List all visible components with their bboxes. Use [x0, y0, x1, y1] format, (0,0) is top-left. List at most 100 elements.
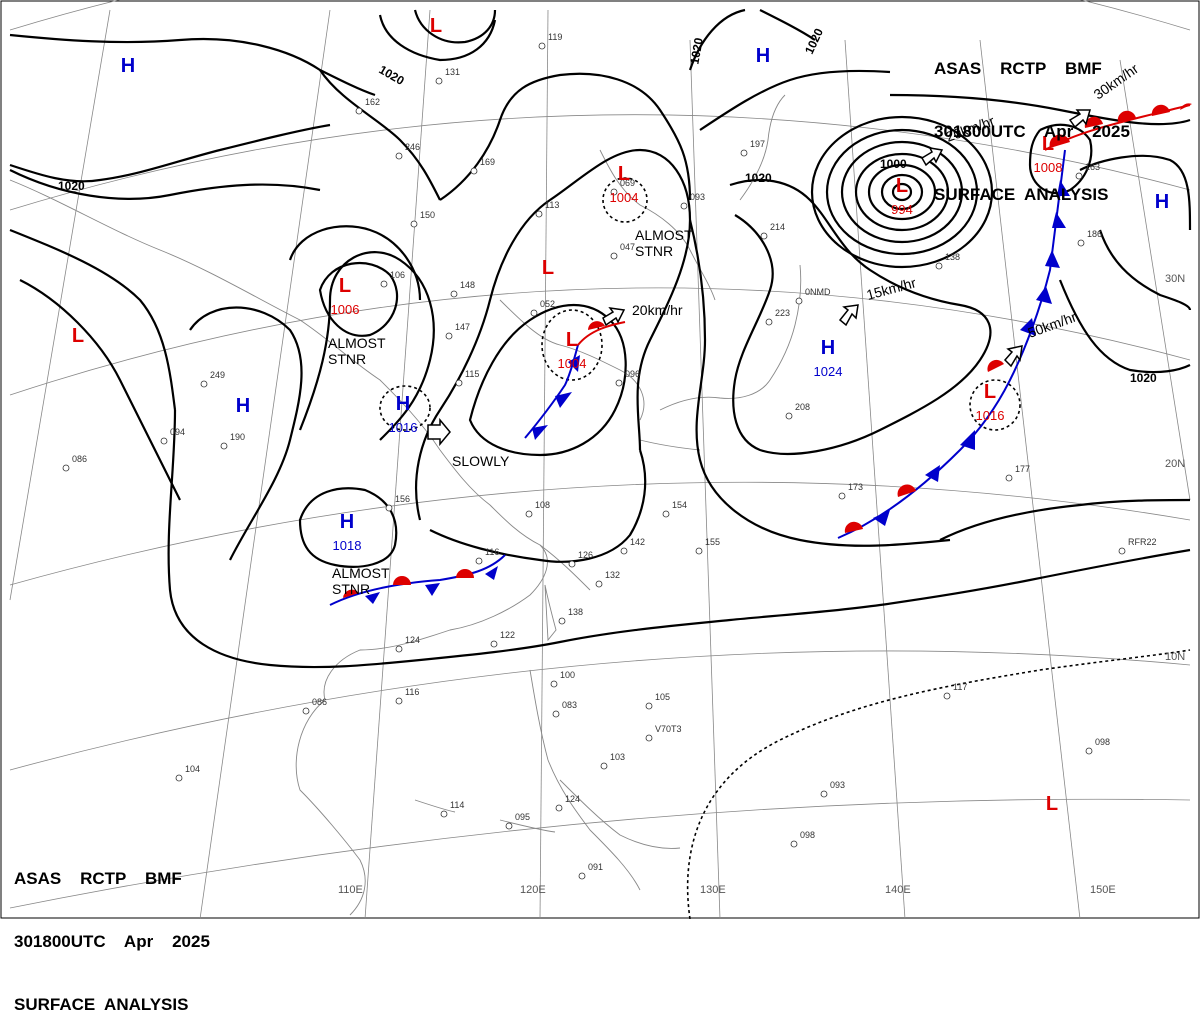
station-value: 113: [545, 200, 559, 210]
motion-label: ALMOST STNR: [332, 565, 390, 597]
motion-label: ALMOST STNR: [635, 227, 693, 259]
station-marker-icon: [595, 580, 603, 588]
front-symbols: [343, 103, 1192, 604]
motion-label: 20km/hr: [632, 302, 683, 318]
station-value: 096: [625, 369, 640, 379]
station-marker-icon: [220, 442, 228, 450]
arrow-icon: [602, 307, 626, 327]
center-pressure-value: 1024: [814, 364, 843, 379]
station-value: 131: [445, 67, 460, 77]
low-pressure-center: L: [1046, 793, 1058, 815]
station-marker-icon: [470, 167, 478, 175]
agency-line: ASAS RCTP BMF: [14, 869, 182, 888]
station-marker-icon: [820, 790, 828, 798]
station-value: 177: [1015, 464, 1030, 474]
station-value: 093: [690, 192, 705, 202]
station-value: 103: [610, 752, 625, 762]
station-marker-icon: [695, 547, 703, 555]
station-value: 197: [750, 139, 765, 149]
isobar-label: 1020: [1130, 371, 1157, 385]
station-value: 124: [405, 635, 420, 645]
stationary-front-south-china: [329, 554, 506, 606]
station-marker-icon: [790, 840, 798, 848]
surface-weather-map: 119 131 162 246 169 150 106 148 147 249 190 086 094 1…: [0, 0, 1200, 919]
station-marker-icon: [385, 504, 393, 512]
center-pressure-value: 994: [891, 202, 913, 217]
lon-label: 150E: [1090, 884, 1116, 896]
station-marker-icon: [455, 379, 463, 387]
station-plots: 119 131 162 246 169 150 106 148 147 249 190 086 094 1…: [62, 32, 1157, 880]
station-marker-icon: [838, 492, 846, 500]
center-pressure-value: 1006: [331, 302, 360, 317]
center-pressure-value: 1016: [976, 408, 1005, 423]
station-value: 083: [562, 700, 577, 710]
station-marker-icon: [445, 332, 453, 340]
high-pressure-center: H: [396, 393, 410, 415]
arrow-icon: [920, 147, 944, 167]
station-value: 126: [578, 550, 593, 560]
low-pressure-center: L: [1042, 133, 1054, 155]
pressure-centers: H H H H 1016 H 1018 H 1024 H L L 1006 L L 1004 L L 1004 L 99…: [72, 15, 1169, 815]
station-marker-icon: [552, 710, 560, 718]
station-marker-icon: [410, 220, 418, 228]
fronts: [329, 104, 1191, 606]
station-marker-icon: [530, 309, 538, 317]
isobar-label: 1020: [802, 26, 826, 56]
arrow-icon: [427, 417, 451, 447]
station-value: 117: [953, 682, 967, 692]
dashed-isobars: [379, 177, 1191, 919]
station-marker-icon: [740, 149, 748, 157]
station-value: 208: [795, 402, 810, 412]
station-value: 223: [775, 308, 790, 318]
station-marker-icon: [568, 560, 576, 568]
station-marker-icon: [505, 822, 513, 830]
isobars: [9, 8, 1192, 669]
station-marker-icon: [765, 318, 773, 326]
low-pressure-center: L: [896, 175, 908, 197]
station-marker-icon: [600, 762, 608, 770]
station-value: 115: [465, 369, 479, 379]
center-pressure-value: 1004: [558, 356, 587, 371]
station-marker-icon: [355, 107, 363, 115]
product-line: SURFACE ANALYSIS: [934, 185, 1109, 204]
low-pressure-center: L: [984, 381, 996, 403]
graticule-labels: 110E 120E 130E 140E 150E 30N 20N 10N: [338, 273, 1185, 896]
lat-label: 10N: [1165, 651, 1185, 663]
station-marker-icon: [490, 640, 498, 648]
station-value: 214: [770, 222, 785, 232]
lon-label: 110E: [338, 884, 363, 896]
station-value: 163: [1085, 162, 1100, 172]
station-marker-icon: [785, 412, 793, 420]
isobar-label: 1000: [880, 157, 907, 171]
arrow-icon: [1003, 345, 1023, 368]
station-marker-icon: [440, 810, 448, 818]
graticule: [9, 0, 1191, 919]
station-value: 114: [450, 800, 464, 810]
station-value: 156: [395, 494, 410, 504]
station-value: 047: [620, 242, 635, 252]
warm-front-east-china-sea: [577, 321, 626, 346]
station-marker-icon: [610, 188, 618, 196]
station-marker-icon: [645, 702, 653, 710]
station-marker-icon: [615, 379, 623, 387]
low-pressure-center: L: [430, 15, 442, 37]
coastlines: [9, 94, 802, 916]
station-value: 104: [185, 764, 200, 774]
station-marker-icon: [450, 290, 458, 298]
station-marker-icon: [620, 547, 628, 555]
station-marker-icon: [1085, 747, 1093, 755]
station-marker-icon: [1075, 172, 1083, 180]
station-value: 138: [945, 252, 960, 262]
low-pressure-center: L: [72, 325, 84, 347]
front-northwest-pacific: [837, 149, 1066, 539]
lon-label: 140E: [885, 884, 911, 896]
station-marker-icon: [395, 697, 403, 705]
time-line: 301800UTC Apr 2025: [14, 932, 210, 951]
lat-label: 30N: [1165, 273, 1185, 285]
station-value: 246: [405, 142, 420, 152]
high-pressure-center: H: [121, 55, 135, 77]
center-pressure-value: 1008: [1034, 160, 1063, 175]
motion-label: SLOWLY: [452, 453, 510, 469]
station-marker-icon: [200, 380, 208, 388]
station-value: 154: [672, 500, 687, 510]
